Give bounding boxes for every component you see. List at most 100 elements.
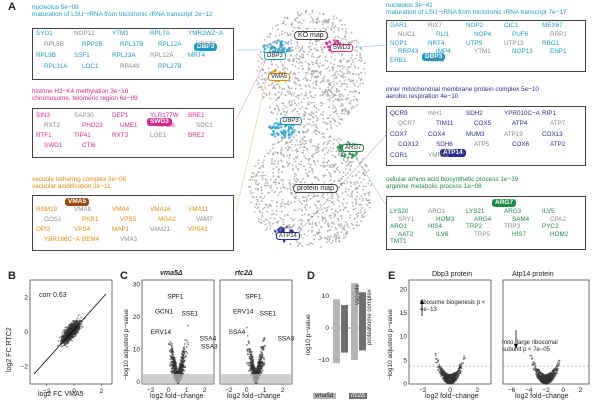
map-point [297, 62, 300, 65]
gene-label: ARX1 [428, 57, 445, 65]
map-point [312, 121, 315, 123]
map-point [277, 109, 280, 112]
map-point [327, 21, 330, 24]
map-point [354, 198, 357, 201]
map-point [294, 209, 297, 211]
map-point [342, 204, 345, 207]
volcano-point [451, 374, 454, 376]
map-point [364, 185, 367, 188]
map-point [328, 199, 331, 202]
map-point [297, 77, 300, 80]
map-point [347, 67, 350, 69]
map-point [351, 195, 353, 198]
map-point [308, 139, 311, 142]
map-point [344, 38, 347, 41]
volcano-point [260, 361, 262, 363]
map-point [299, 84, 302, 87]
map-point [307, 66, 310, 69]
map-point [331, 68, 334, 71]
panel-c-ylabel: −log10 adjusted p−value [123, 309, 130, 380]
map-point [281, 165, 284, 168]
volcano-point [260, 350, 263, 353]
map-point [355, 203, 357, 206]
volcano-point [263, 336, 266, 339]
volcano-point [440, 370, 443, 373]
map-point [269, 36, 271, 39]
map-point [319, 70, 322, 73]
map-point [342, 233, 345, 236]
gene-label: VMA11 [188, 206, 209, 213]
highlight-dbp3-right: DBP3 [422, 53, 446, 61]
map-point [322, 93, 324, 96]
map-point [279, 205, 282, 208]
map-point [284, 71, 286, 74]
map-point [331, 22, 334, 24]
map-point [306, 243, 309, 246]
map-point [308, 68, 311, 70]
map-point [257, 183, 259, 186]
scatter-point [65, 326, 68, 329]
gene-label: BEM4 [82, 236, 100, 243]
map-point [312, 55, 315, 58]
volcano-point [173, 367, 176, 369]
volcano-point [450, 375, 453, 378]
map-point [323, 21, 325, 24]
map-point [304, 204, 307, 207]
bar-rtc2 [341, 304, 348, 328]
map-point [273, 217, 276, 220]
map-point [342, 208, 345, 211]
map-point [329, 114, 332, 117]
panel-b-corr: corr 0.63 [39, 292, 67, 299]
volcano-point [175, 367, 178, 370]
map-point [250, 176, 253, 178]
map-point [355, 151, 358, 155]
map-point [294, 160, 297, 163]
map-point [350, 79, 353, 82]
volcano-point [448, 381, 451, 384]
gene-label: YTM1 [112, 30, 129, 37]
map-point [286, 110, 289, 113]
map-point [362, 188, 365, 191]
map-point [312, 87, 315, 89]
map-point [299, 146, 302, 149]
map-tag-arg7: ARG7 [342, 144, 365, 152]
map-point [340, 85, 343, 88]
map-point [311, 11, 314, 14]
map-point [286, 34, 289, 37]
map-point [278, 191, 281, 194]
map-point [318, 238, 320, 241]
map-point [327, 140, 330, 143]
panel-c-title-right: rtc2Δ [235, 270, 253, 277]
volcano-point [249, 367, 252, 370]
map-point [315, 62, 317, 64]
map-point [315, 133, 318, 136]
map-point [290, 100, 293, 103]
map-point [283, 47, 287, 50]
map-point [286, 149, 289, 152]
volcano-point [247, 350, 249, 353]
map-point [335, 87, 338, 90]
map-point [289, 188, 292, 191]
map-point [351, 175, 354, 177]
cluster-title-histone: histone H3−K4 methylation 3e−10 chromosom… [32, 88, 138, 103]
map-point [356, 187, 359, 190]
gene-label: TIP41 [74, 132, 91, 139]
y-tick-label: 20 [133, 314, 141, 321]
gene-label: RIX7 [428, 22, 442, 29]
gene-label: VMA16 [150, 206, 171, 213]
map-point [288, 154, 291, 157]
panel-d-bar-vacuole: vacuole [355, 284, 361, 305]
map-point [281, 201, 284, 204]
volcano-point [259, 354, 262, 357]
map-point [313, 145, 316, 148]
volcano-point [180, 369, 183, 372]
map-point [270, 184, 272, 187]
gene-label: SSA3 [201, 344, 218, 351]
volcano-point [183, 369, 186, 372]
map-point [284, 94, 287, 96]
map-point [297, 97, 300, 100]
map-point [285, 225, 288, 229]
map-point [312, 116, 315, 119]
map-point [370, 183, 373, 185]
map-point [308, 243, 311, 246]
